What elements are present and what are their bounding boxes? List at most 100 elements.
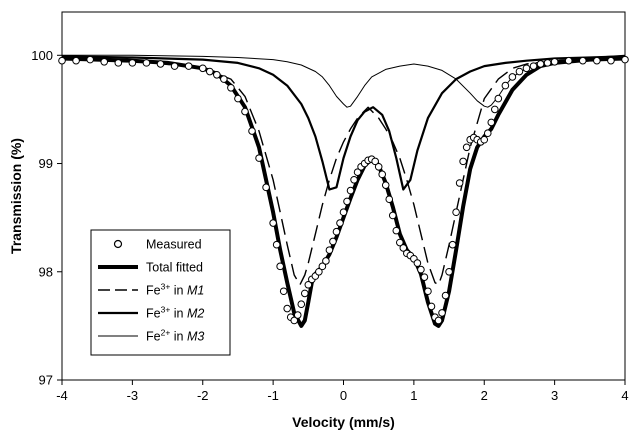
measured-point [276, 262, 284, 271]
measured-point [392, 226, 401, 235]
y-tick-label: 98 [39, 264, 53, 279]
x-axis-title: Velocity (mm/s) [292, 414, 395, 430]
measured-point [480, 135, 489, 144]
measured-point [297, 300, 306, 309]
measured-point [262, 183, 270, 192]
measured-point [227, 83, 235, 92]
measured-point [234, 94, 242, 103]
measured-point [452, 208, 460, 217]
x-tick-label: 0 [340, 388, 347, 403]
measured-point [241, 107, 249, 116]
measured-point [329, 237, 337, 246]
measured-point [593, 56, 601, 65]
measured-point [350, 175, 358, 184]
measured-point [374, 162, 383, 171]
legend-label-text: in [170, 284, 187, 298]
measured-point [529, 62, 538, 70]
measured-point [424, 287, 432, 296]
legend-label-site: M3 [187, 330, 204, 344]
measured-point [339, 208, 348, 217]
measured-point [269, 219, 277, 227]
measured-point [417, 265, 425, 274]
measured-point [170, 62, 179, 70]
measured-point [371, 157, 379, 166]
y-tick-label: 100 [31, 48, 53, 63]
measured-point [508, 73, 517, 81]
legend-label-charge: 2+ [161, 328, 171, 338]
series-line-3 [61, 55, 626, 191]
legend-label-site: M2 [187, 307, 204, 321]
measured-point [564, 56, 573, 65]
measured-point [434, 316, 443, 325]
measured-point [543, 59, 552, 67]
x-tick-label: -2 [197, 388, 209, 403]
x-tick-label: 2 [481, 388, 488, 403]
x-tick-label: 3 [551, 388, 558, 403]
measured-point [283, 304, 292, 313]
measured-point [462, 143, 471, 152]
measured-point [522, 64, 531, 73]
measured-point [455, 179, 464, 187]
measured-point [304, 280, 313, 289]
measured-point [300, 289, 309, 298]
x-tick-label: 4 [621, 388, 628, 403]
legend-label-site: M1 [187, 284, 204, 298]
measured-point [114, 59, 123, 67]
measured-point [413, 259, 422, 267]
legend-label-text: Total fitted [146, 261, 203, 275]
x-tick-label: -1 [267, 388, 279, 403]
legend-label-text: Fe [146, 330, 161, 344]
measured-point [336, 219, 344, 227]
measured-point [441, 291, 450, 300]
measured-point [381, 181, 390, 189]
y-tick-label: 97 [39, 373, 53, 388]
x-tick-label: 1 [410, 388, 417, 403]
measured-point [198, 64, 207, 73]
measured-point [399, 244, 408, 252]
measured-point [272, 240, 281, 249]
legend-marker [113, 239, 123, 249]
measured-point [491, 105, 499, 114]
measured-point [396, 238, 404, 247]
measured-point [315, 267, 323, 276]
legend-label-text: Fe [146, 284, 161, 298]
measured-point [483, 129, 492, 138]
measured-point [353, 168, 362, 176]
legend-label: Measured [146, 238, 202, 252]
measured-point [128, 59, 137, 67]
measured-point [378, 170, 387, 179]
measured-point [290, 316, 299, 325]
measured-point [332, 227, 341, 236]
legend-label-text: in [170, 307, 187, 321]
measured-point [459, 157, 467, 166]
measured-points [58, 55, 629, 325]
measured-point [248, 127, 256, 135]
measured-point [86, 55, 94, 64]
measured-point [550, 57, 559, 66]
measured-point [325, 246, 334, 254]
legend-label-charge: 3+ [161, 305, 171, 315]
measured-point [621, 55, 629, 64]
legend-label-text: in [170, 330, 187, 344]
measured-point [58, 56, 66, 65]
measured-point [213, 70, 221, 79]
y-tick-label: 99 [39, 156, 53, 171]
legend-label: Fe3+ in M2 [146, 305, 204, 321]
series-line-2 [61, 56, 626, 286]
legend-label: Total fitted [146, 261, 203, 275]
legend-label: Fe2+ in M3 [146, 328, 204, 344]
x-tick-label: -3 [127, 388, 139, 403]
legend-frame [90, 229, 231, 356]
measured-point [427, 302, 436, 311]
measured-point [343, 197, 351, 206]
measured-point [494, 94, 503, 103]
y-axis-title: Transmission (%) [8, 138, 24, 254]
measured-point [142, 59, 151, 67]
measured-point [205, 67, 214, 76]
legend-label-text: Measured [146, 238, 202, 252]
measured-point [536, 60, 545, 68]
measured-point [279, 287, 288, 296]
